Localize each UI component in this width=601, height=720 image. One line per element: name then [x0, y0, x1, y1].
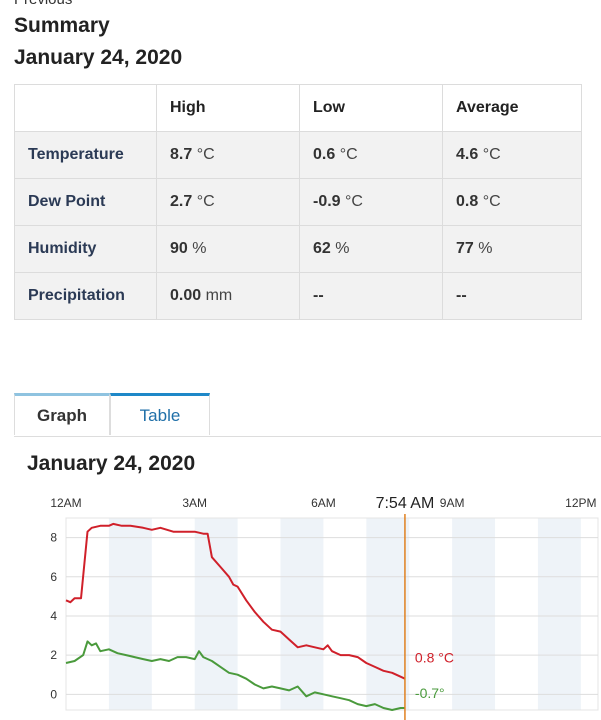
cell-average: 77 % — [442, 225, 582, 273]
unit: °C — [339, 146, 358, 163]
series-end-labels: 0.8 °C -0.7° — [415, 650, 454, 701]
table-row: Humidity 90 % 62 % 77 % — [14, 225, 582, 273]
cursor-time-label: 7:54 AM — [376, 495, 435, 512]
chart-grid — [65, 517, 599, 711]
value: 2.7 — [170, 193, 193, 210]
y-tick-label: 8 — [50, 531, 57, 545]
header-average: Average — [442, 84, 582, 132]
unit: °C — [482, 146, 501, 163]
tab-graph[interactable]: Graph — [14, 393, 110, 435]
cell-average: -- — [442, 272, 582, 320]
table-row: Dew Point 2.7 °C -0.9 °C 0.8 °C — [14, 178, 582, 226]
band — [108, 518, 152, 710]
unit: °C — [345, 193, 363, 210]
value: 4.6 — [456, 146, 479, 163]
cell-average: 4.6 °C — [442, 131, 582, 179]
x-tick-label: 3AM — [182, 496, 207, 510]
graph-date: January 24, 2020 — [27, 452, 196, 475]
value: -- — [456, 287, 467, 304]
band — [280, 518, 324, 710]
series-lines — [65, 522, 406, 711]
unit: % — [335, 240, 350, 257]
cell-low: 62 % — [299, 225, 443, 273]
value: -- — [313, 287, 324, 304]
value: 90 — [170, 240, 188, 257]
unit: °C — [196, 146, 215, 163]
band — [366, 518, 410, 710]
value: -0.9 — [313, 193, 341, 210]
plot-frame — [65, 517, 599, 711]
band — [537, 518, 581, 710]
x-axis-ticks: 12AM 3AM 6AM 9AM 12PM — [50, 496, 596, 510]
y-tick-label: 2 — [50, 648, 57, 662]
unit: °C — [196, 193, 215, 210]
y-tick-label: 4 — [50, 609, 57, 623]
view-tabs: Graph Table — [14, 393, 601, 437]
night-bands — [108, 518, 581, 710]
cell-high: 8.7 °C — [156, 131, 300, 179]
band — [194, 518, 238, 710]
unit: °C — [482, 193, 501, 210]
series-line-0 — [65, 522, 406, 680]
value: 77 — [456, 240, 474, 257]
table-row: Precipitation 0.00 mm -- -- — [14, 272, 582, 320]
x-tick-label: 12PM — [565, 496, 596, 510]
series-end-label: 0.8 °C — [415, 650, 454, 666]
band — [452, 518, 496, 710]
unit: mm — [205, 287, 233, 304]
summary-date: January 24, 2020 — [14, 46, 183, 69]
time-cursor[interactable]: 7:54 AM — [372, 491, 437, 720]
row-label: Temperature — [14, 131, 157, 179]
unit: % — [192, 240, 207, 257]
previous-link[interactable]: Previous — [14, 0, 72, 8]
series-end-label: -0.7° — [415, 685, 445, 701]
y-tick-label: 0 — [50, 687, 57, 701]
y-axis-ticks: 0 2 4 6 8 — [50, 531, 57, 702]
value: 0.00 — [170, 287, 202, 304]
cell-average: 0.8 °C — [442, 178, 582, 226]
cell-high: 2.7 °C — [156, 178, 300, 226]
temperature-chart[interactable]: 12AM 3AM 6AM 9AM 12PM 0 2 4 6 8 7:54 AM 0.8 °C -0… — [0, 488, 601, 720]
cell-high: 0.00 mm — [156, 272, 300, 320]
unit: % — [478, 240, 493, 257]
cursor-label-bg — [372, 491, 437, 513]
series-line-1 — [65, 640, 405, 711]
x-tick-label: 9AM — [440, 496, 465, 510]
value: 62 — [313, 240, 331, 257]
value: 0.6 — [313, 146, 336, 163]
cell-low: -0.9 °C — [299, 178, 443, 226]
row-label: Humidity — [14, 225, 157, 273]
cell-low: 0.6 °C — [299, 131, 443, 179]
row-label: Precipitation — [14, 272, 157, 320]
tab-table[interactable]: Table — [110, 393, 210, 435]
table-row: Temperature 8.7 °C 0.6 °C 4.6 °C — [14, 131, 582, 179]
value: 0.8 — [456, 193, 479, 210]
value: 8.7 — [170, 146, 193, 163]
row-label: Dew Point — [14, 178, 157, 226]
x-tick-label: 12AM — [50, 496, 81, 510]
header-blank — [14, 84, 157, 132]
cell-high: 90 % — [156, 225, 300, 273]
header-high: High — [156, 84, 300, 132]
header-low: Low — [299, 84, 443, 132]
y-tick-label: 6 — [50, 570, 57, 584]
summary-title: Summary — [14, 14, 110, 37]
cell-low: -- — [299, 272, 443, 320]
summary-header-row: High Low Average — [14, 84, 582, 132]
summary-table: High Low Average Temperature 8.7 °C 0.6 … — [14, 84, 582, 320]
x-tick-label: 6AM — [311, 496, 336, 510]
